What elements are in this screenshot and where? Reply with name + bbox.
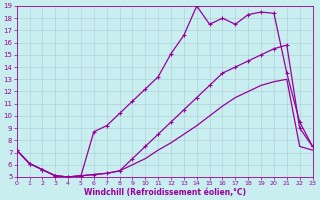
X-axis label: Windchill (Refroidissement éolien,°C): Windchill (Refroidissement éolien,°C) [84, 188, 245, 197]
